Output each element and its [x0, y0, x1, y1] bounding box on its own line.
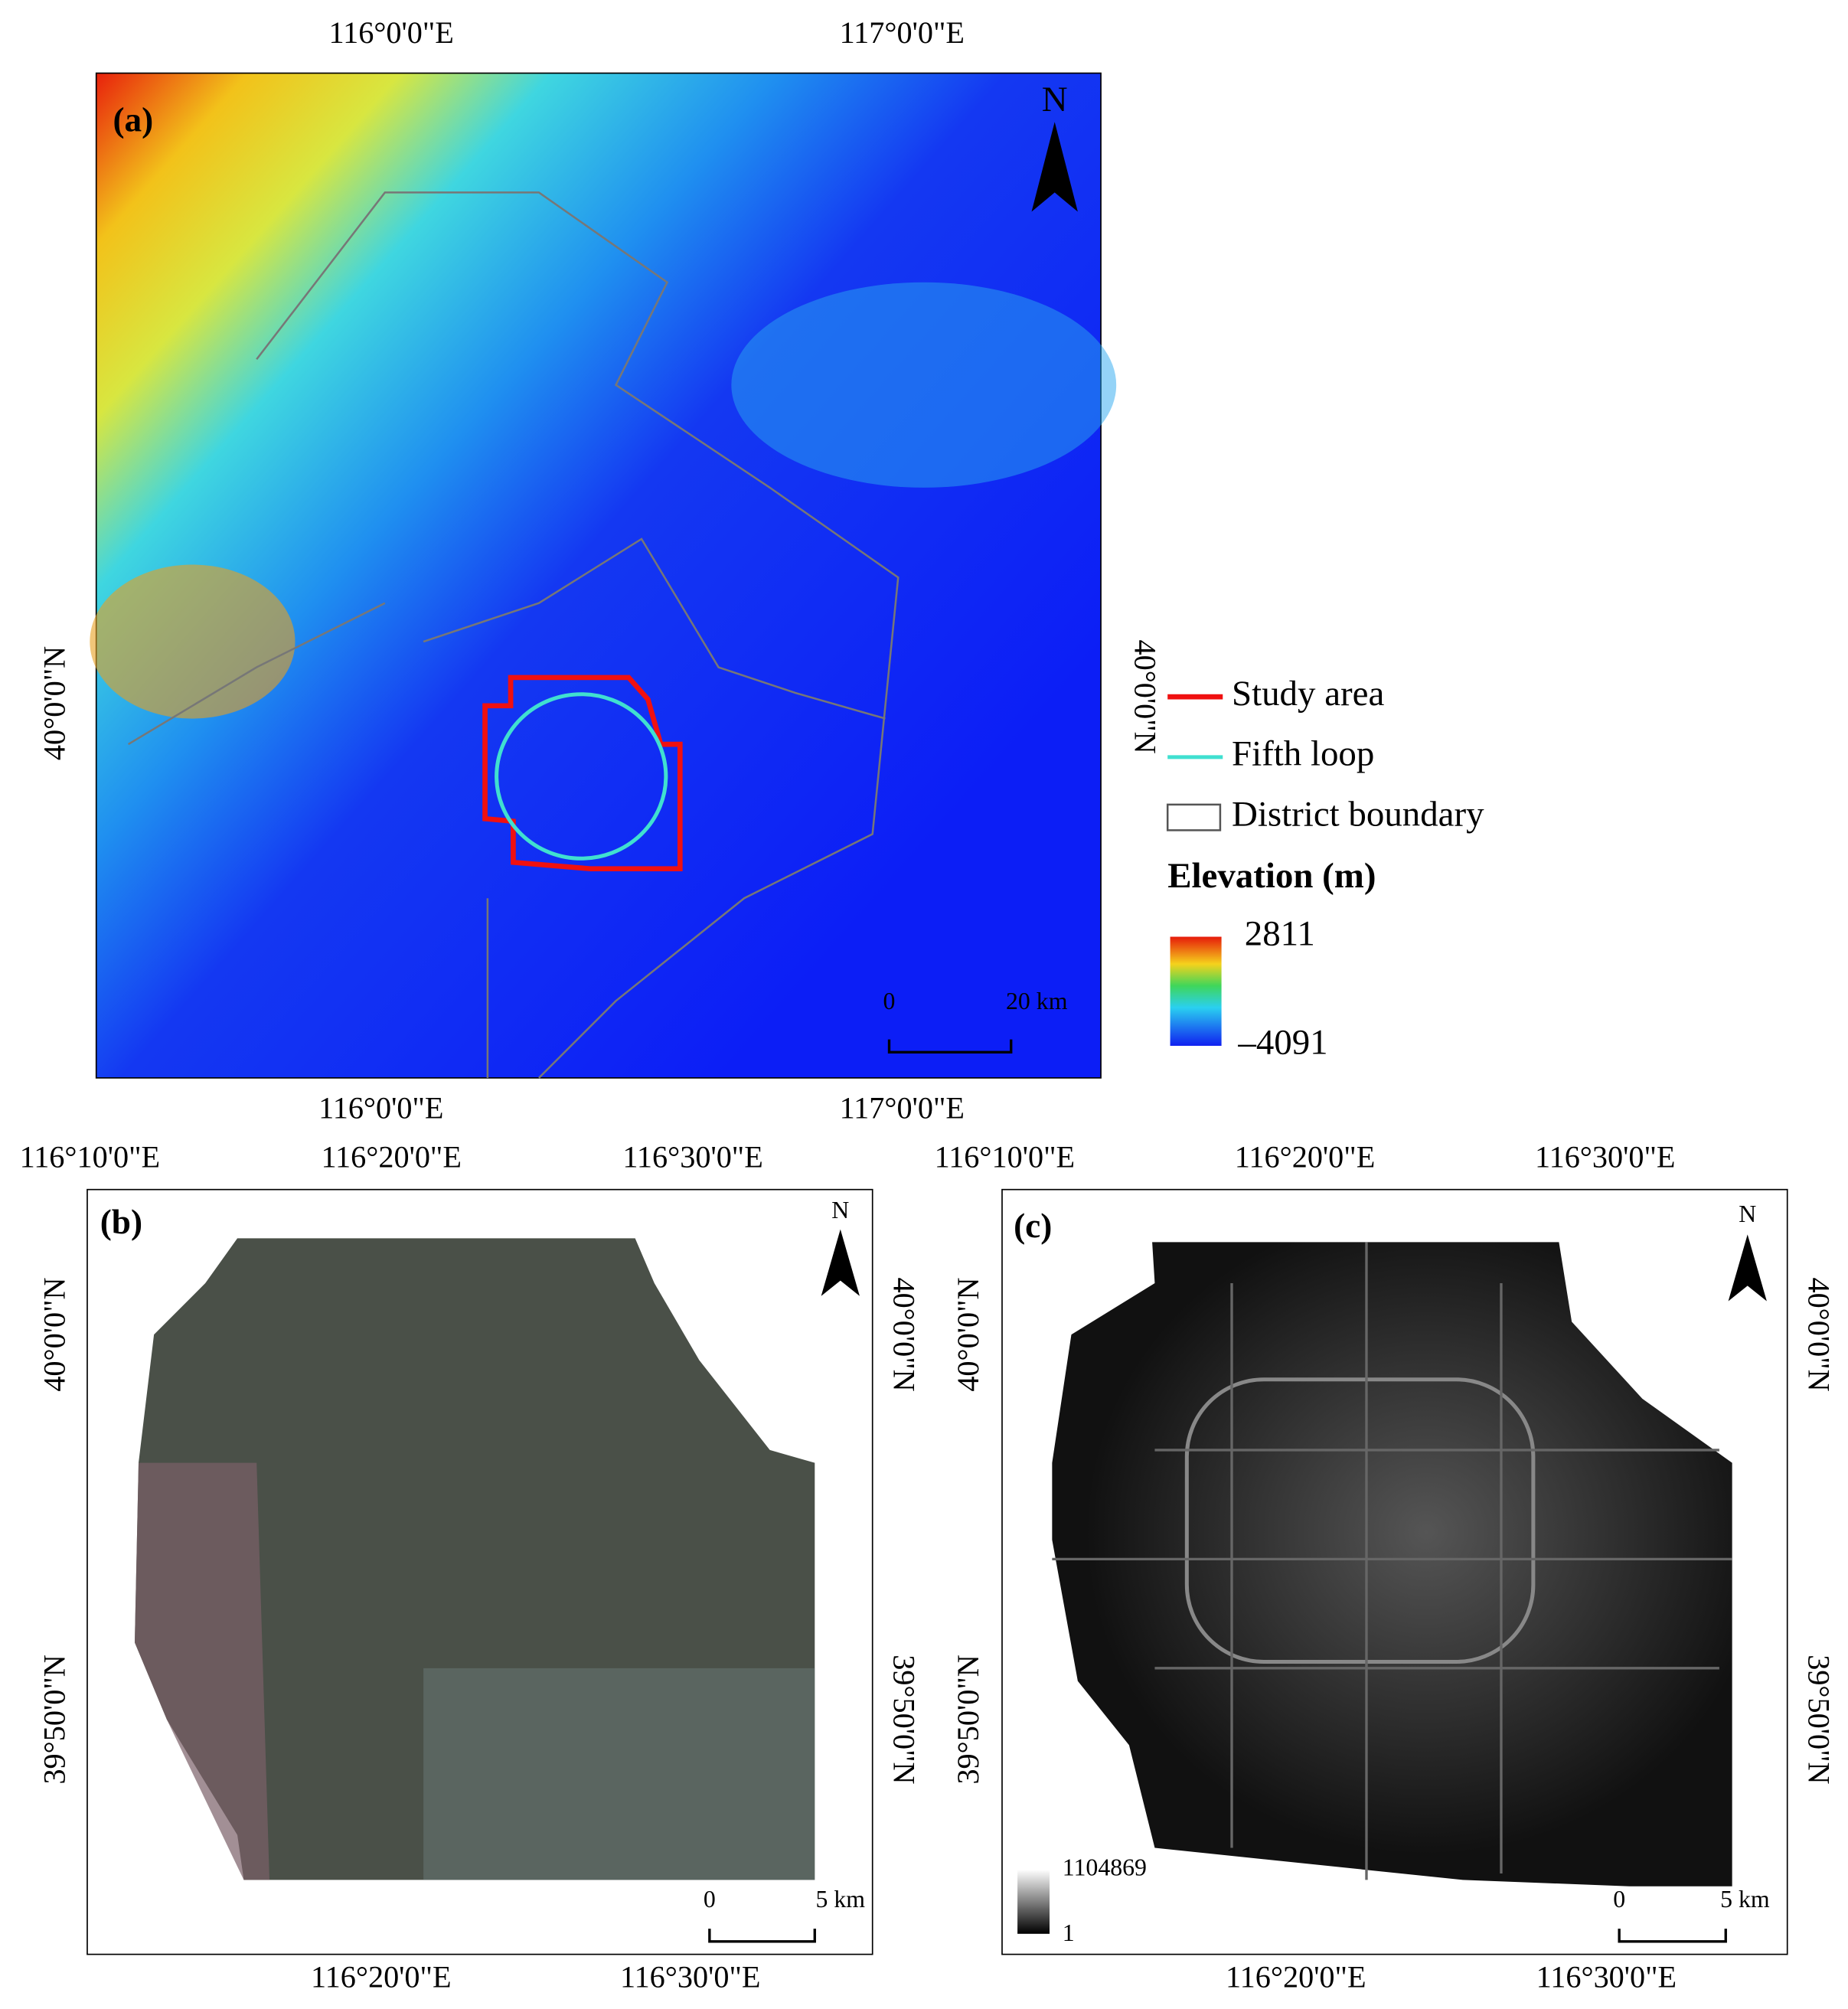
legend-label: Fifth loop [1232, 734, 1374, 774]
satellite-image [134, 1462, 269, 1880]
lat-label: 39°50'0"N [1801, 1655, 1836, 1784]
lon-label: 116°20'0"E [321, 1139, 461, 1174]
colorbar-label: –4091 [1237, 1023, 1327, 1063]
legend-swatch [1166, 803, 1222, 831]
lon-label: 116°30'0"E [622, 1139, 762, 1174]
lat-label: 39°50'0"N [886, 1655, 921, 1784]
night-light-image [1052, 1242, 1732, 1886]
lon-label: 116°0'0"E [329, 15, 454, 50]
lon-label: 116°20'0"E [1226, 1959, 1366, 1994]
legend-title: Elevation (m) [1167, 856, 1376, 896]
lon-label: 116°10'0"E [20, 1139, 160, 1174]
district-boundary [127, 191, 900, 1079]
study-area [482, 675, 683, 872]
legend-label: District boundary [1232, 794, 1484, 834]
lat-label: 39°50'0"N [38, 1655, 72, 1784]
terrain [90, 564, 295, 719]
north-label: N [831, 1197, 849, 1223]
lat-label: 40°0'0"N [886, 1277, 921, 1391]
scale-bar [887, 1039, 1013, 1054]
north-arrow [1728, 1234, 1767, 1302]
lon-label: 116°30'0"E [1535, 1139, 1675, 1174]
road [1184, 1377, 1536, 1664]
lat-label: 40°0'0"N [1128, 639, 1162, 753]
scale-label: 0 [883, 988, 896, 1014]
dem-map [95, 72, 1102, 1079]
lon-label: 116°30'0"E [1536, 1959, 1677, 1994]
panel-label: (b) [100, 1203, 142, 1241]
lat-label: 40°0'0"N [1801, 1277, 1836, 1391]
lon-label: 116°30'0"E [620, 1959, 760, 1994]
lat-label: 40°0'0"N [951, 1277, 985, 1391]
colorbar-label: 1 [1063, 1919, 1075, 1946]
panel-label: (c) [1014, 1207, 1052, 1245]
north-label: N [1739, 1200, 1756, 1227]
scale-label: 0 [1613, 1886, 1625, 1913]
colorbar [1017, 1869, 1050, 1934]
scale-label: 5 km [816, 1886, 866, 1913]
colorbar-label: 1104869 [1063, 1854, 1147, 1880]
road [1052, 1242, 1732, 1880]
scale-label: 20 km [1006, 988, 1068, 1014]
lon-label: 116°10'0"E [935, 1139, 1075, 1174]
lon-label: 116°20'0"E [1235, 1139, 1375, 1174]
scale-label: 0 [704, 1886, 716, 1913]
colorbar [1170, 936, 1222, 1046]
lat-label: 40°0'0"N [38, 646, 72, 760]
panel-c: (c) N 0 5 km 1104869 1 116°10'0"E 116°20… [935, 1139, 1837, 1994]
lon-label: 117°0'0"E [840, 1091, 965, 1125]
north-arrow [1031, 122, 1078, 212]
fifth-loop [495, 692, 668, 861]
north-label: N [1042, 80, 1068, 119]
scale-bar [708, 1929, 816, 1943]
satellite-image [423, 1668, 815, 1880]
scale-bar [1618, 1929, 1727, 1943]
lon-label: 116°0'0"E [318, 1091, 443, 1125]
legend-label: Study area [1232, 674, 1384, 714]
lat-label: 39°50'0"N [951, 1655, 985, 1784]
lon-label: 116°20'0"E [311, 1959, 451, 1994]
panel-label: (a) [113, 100, 153, 139]
panel-a: (a) N 0 20 km 116°0'0"E 117°0'0"E 116°0'… [38, 15, 1163, 1125]
terrain [731, 282, 1117, 488]
panel-b: (b) N 0 5 km 116°10'0"E 116°20'0"E 116°3… [20, 1139, 922, 1994]
colorbar-label: 2811 [1245, 913, 1315, 953]
legend: Study area Fifth loop District boundary … [1166, 674, 1484, 1063]
scale-label: 5 km [1720, 1886, 1770, 1913]
north-arrow [821, 1229, 860, 1296]
lat-label: 40°0'0"N [38, 1277, 72, 1391]
lon-label: 117°0'0"E [840, 15, 965, 50]
